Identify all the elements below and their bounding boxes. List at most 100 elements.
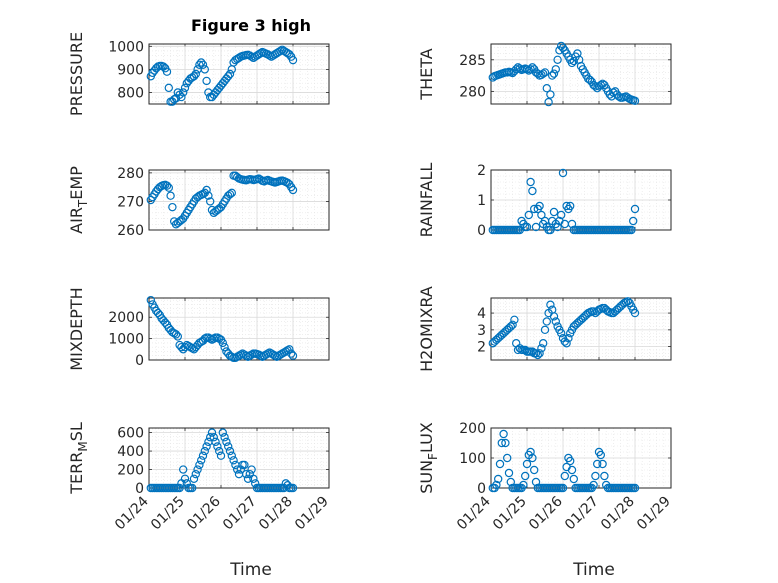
- y-tick-label: 0: [477, 481, 486, 497]
- data-point: [533, 350, 543, 360]
- plot-area: [148, 427, 330, 489]
- data-point: [589, 480, 598, 490]
- data-point: [178, 465, 188, 474]
- data-point: [202, 76, 211, 86]
- data-point: [198, 451, 208, 460]
- y-tick-label: 270: [117, 194, 144, 210]
- data-point: [540, 68, 550, 77]
- x-tick-label: 01/24: [454, 493, 494, 533]
- data-point: [187, 483, 197, 493]
- data-point: [522, 222, 532, 232]
- data-point: [539, 339, 548, 348]
- x-tick-label: 01/29: [292, 494, 332, 534]
- data-point: [629, 216, 638, 226]
- data-point: [501, 438, 510, 448]
- data-point: [227, 451, 236, 460]
- y-tick-label: 2: [477, 163, 486, 179]
- x-tick-label: 01/24: [112, 493, 152, 533]
- data-point: [546, 225, 555, 235]
- data-point: [288, 55, 298, 65]
- data-point: [558, 168, 568, 178]
- data-point: [548, 71, 557, 80]
- data-point: [567, 465, 577, 475]
- data-point: [499, 429, 508, 439]
- data-point: [630, 96, 640, 106]
- data-point: [249, 474, 258, 483]
- subplot-1: 800 900 1000 PRESSURE: [67, 32, 330, 116]
- y-axis-label: PRESSURE: [67, 32, 86, 116]
- data-point: [223, 442, 233, 451]
- y-axis-label: SUNFLUX: [417, 422, 440, 494]
- data-point: [276, 46, 285, 56]
- data-point: [146, 295, 155, 305]
- data-point: [497, 438, 506, 448]
- data-point: [598, 459, 607, 469]
- data-point: [166, 191, 175, 200]
- data-point: [562, 339, 571, 348]
- data-point: [593, 459, 602, 469]
- data-point: [524, 210, 534, 220]
- y-axis-label: MIXDEPTH: [67, 287, 86, 370]
- data-point: [195, 460, 204, 470]
- y-tick-label: 4: [477, 306, 486, 322]
- subplot-4: 0 1 2 RAINFALL: [417, 163, 672, 239]
- data-point: [171, 330, 181, 339]
- data-point: [566, 456, 575, 466]
- data-point: [546, 90, 555, 99]
- data-point: [566, 201, 575, 211]
- y-tick-label: 800: [117, 85, 144, 101]
- data-point: [531, 349, 541, 358]
- subplot-2: 280 285 THETA: [417, 41, 672, 107]
- data-point: [522, 459, 532, 469]
- subplot-8: 0 100 200 SUNFLUX 01/2401/2501/2601/2701/280…: [417, 421, 674, 533]
- data-point: [189, 474, 199, 483]
- data-point: [589, 307, 598, 316]
- data-point: [521, 471, 530, 481]
- data-point: [526, 447, 535, 457]
- figure-title: Figure 3 high: [191, 16, 311, 35]
- data-point: [180, 83, 190, 93]
- x-tick-label: 01/27: [562, 494, 602, 534]
- x-tick-label: 01/25: [490, 494, 530, 534]
- data-point: [596, 450, 606, 460]
- data-point: [535, 201, 544, 211]
- data-point: [191, 69, 200, 79]
- data-point: [539, 69, 548, 78]
- data-point: [216, 451, 226, 460]
- data-point: [222, 437, 231, 447]
- data-point: [567, 58, 577, 68]
- y-tick-label: 200: [117, 463, 144, 479]
- y-tick-label: 600: [117, 426, 144, 442]
- data-point: [503, 453, 512, 463]
- y-tick-label: 1000: [108, 39, 144, 55]
- data-point: [558, 483, 568, 493]
- data-point: [285, 345, 294, 354]
- data-point: [200, 65, 209, 74]
- data-point: [232, 465, 242, 474]
- y-tick-label: 0: [135, 353, 144, 369]
- y-tick-label: 100: [459, 451, 486, 467]
- data-point: [198, 60, 208, 69]
- data-point: [225, 190, 235, 199]
- data-point: [569, 56, 579, 66]
- data-point: [164, 183, 173, 192]
- plot-frame: [148, 169, 330, 231]
- subplot-3: 260 270 280 AIRTEMP: [67, 166, 330, 239]
- data-point: [504, 468, 514, 478]
- data-point: [492, 480, 501, 490]
- data-point: [560, 471, 570, 481]
- data-point: [553, 55, 562, 64]
- y-axis-label: THETA: [417, 48, 436, 100]
- plot-area: [148, 297, 330, 361]
- data-point: [557, 210, 566, 220]
- data-point: [218, 428, 227, 437]
- data-point: [193, 465, 202, 474]
- y-tick-label: 1: [477, 193, 486, 209]
- y-tick-label: 0: [135, 481, 144, 497]
- x-axis-label-right: Time: [572, 560, 615, 580]
- data-point: [551, 65, 561, 74]
- data-point: [247, 465, 256, 474]
- data-point: [495, 459, 505, 469]
- x-tick-label: 01/27: [220, 494, 260, 534]
- data-point: [225, 69, 235, 79]
